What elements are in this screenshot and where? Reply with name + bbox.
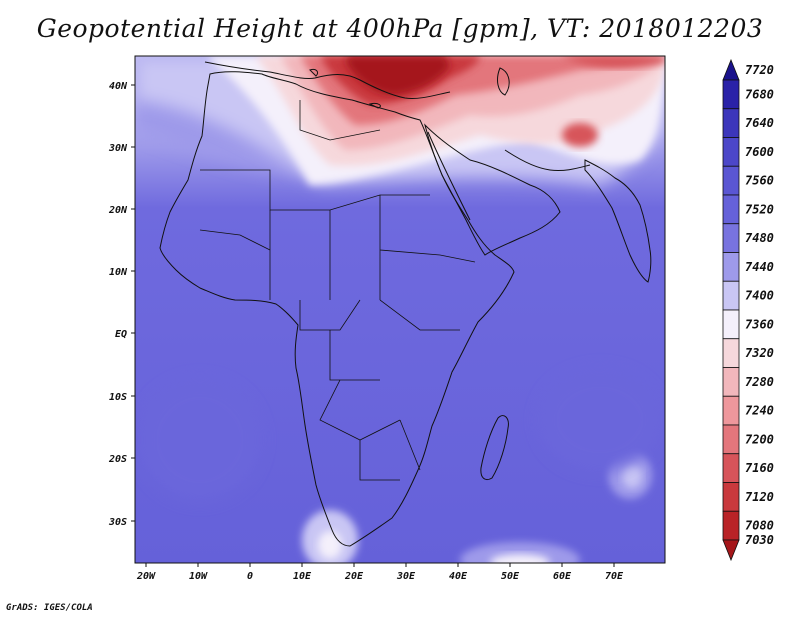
lon-label: 50E [501,571,520,582]
lon-label: 20E [344,571,364,582]
lon-label: 20W [136,571,156,582]
colorbar-swatch [722,280,740,311]
colorbar-label: 7080 [745,519,774,533]
colorbar-swatch [722,309,740,340]
colorbar-label: 7680 [745,87,774,101]
colorbar-label: 7240 [745,404,774,418]
lat-label: 20S [108,454,127,465]
colorbar-label: 7320 [745,346,774,360]
colorbar-swatch [722,338,740,368]
lat-label: 10S [109,392,127,403]
colorbar-label: 7360 [745,317,774,331]
plot-frame [134,55,666,564]
colorbar-label: 7030 [745,533,774,547]
colorbar: 7720 7680 7640 7600 7560 7520 7480 7440 7400 7360… [722,58,774,562]
longitude-axis: 20W 10W 0 10E 20E 30E 40E 50E 60E 70E [136,563,624,582]
colorbar-swatch [722,367,740,397]
colorbar-swatch [722,252,740,282]
colorbar-swatch [722,58,740,81]
height-field [135,56,665,563]
country-borders [199,100,476,481]
colorbar-label: 7400 [745,289,774,303]
lat-label: 40N [109,81,128,92]
coastlines [159,61,652,547]
lon-label: 70E [605,571,624,582]
lon-label: 10W [189,571,208,582]
colorbar-label: 7480 [745,231,774,245]
colorbar-swatch [722,108,740,138]
lat-label: 20N [108,205,128,216]
colorbar-label: 7160 [745,461,774,475]
colorbar-swatch [722,453,740,483]
colorbar-swatch [722,395,740,426]
colorbar-label: 7280 [745,375,774,389]
colorbar-label: 7720 [745,63,774,77]
colorbar-label: 7440 [745,260,774,274]
colorbar-swatch [722,79,740,110]
colorbar-swatch [722,223,740,253]
lon-label: 10E [293,571,312,582]
lon-label: 60E [553,571,572,582]
lat-label: 10N [109,267,128,278]
colorbar-label: 7600 [745,145,774,159]
colorbar-label: 7520 [745,202,774,216]
colorbar-label: 7200 [745,432,774,446]
colorbar-swatch [722,165,740,196]
colorbar-label: 7640 [745,116,774,130]
credit-text: GrADS: IGES/COLA [6,603,93,613]
lat-label: 30N [108,143,128,154]
lat-label: 30S [108,517,127,528]
colorbar-swatch [722,137,740,167]
colorbar-swatch [722,510,740,541]
colorbar-swatch [722,194,740,225]
colorbar-label: 7120 [745,490,774,504]
lon-label: 40E [449,571,468,582]
latitude-axis: 40N 30N 20N 10N EQ 10S 20S 30S [108,81,135,528]
colorbar-label: 7560 [745,174,774,188]
lon-label: 0 [247,571,253,582]
colorbar-swatch [722,482,740,512]
lon-label: 30E [396,571,416,582]
map-title: Geopotential Height at 400hPa [gpm], VT:… [36,14,764,43]
colorbar-swatch [722,539,740,562]
lat-label: EQ [115,329,127,340]
colorbar-swatch [722,424,740,455]
